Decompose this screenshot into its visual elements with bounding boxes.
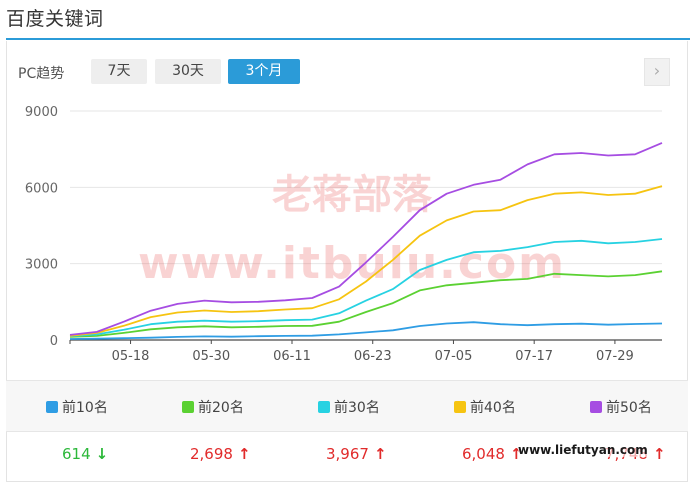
x-tick-label: 05-30 <box>192 349 230 364</box>
legend-swatch <box>182 401 194 413</box>
tab-30-days[interactable]: 30天 <box>155 59 221 84</box>
tab-7-days[interactable]: 7天 <box>91 59 147 84</box>
value-number: 614 <box>62 445 91 463</box>
legend-item-top20[interactable]: 前20名 <box>182 397 244 417</box>
pc-trend-label: PC趋势 <box>18 66 65 82</box>
legend-item-top40[interactable]: 前40名 <box>454 397 516 417</box>
y-tick-label: 3000 <box>25 258 58 273</box>
y-tick-label: 6000 <box>25 181 58 196</box>
toolbar: PC趋势 7天 30天 3个月 › <box>18 58 670 86</box>
watermark: 老蒋部落 www.itbulu.com <box>138 172 566 289</box>
legend-swatch <box>454 401 466 413</box>
tab-3-months[interactable]: 3个月 <box>228 59 300 84</box>
page-title: 百度关键词 <box>6 8 104 30</box>
value-top40: 6,048 ↑ <box>462 445 523 463</box>
series-lines <box>69 142 663 340</box>
x-tick-label: 06-11 <box>273 349 311 364</box>
x-tick-label: 07-17 <box>515 349 553 364</box>
arrow-up-icon: ↑ <box>652 445 666 463</box>
arrow-up-icon: ↑ <box>237 445 251 463</box>
x-tick-label: 05-18 <box>112 349 150 364</box>
legend-item-top10[interactable]: 前10名 <box>46 397 108 417</box>
value-top30: 3,967 ↑ <box>326 445 387 463</box>
legend-item-top30[interactable]: 前30名 <box>318 397 380 417</box>
legend-swatch <box>590 401 602 413</box>
legend-item-top50[interactable]: 前50名 <box>590 397 652 417</box>
legend-label: 前40名 <box>470 400 516 416</box>
value-number: 6,048 <box>462 445 505 463</box>
legend-label: 前50名 <box>606 400 652 416</box>
legend-swatch <box>318 401 330 413</box>
watermark-line2: www.itbulu.com <box>138 238 566 289</box>
series-line-4 <box>69 185 663 337</box>
legend: 前10名 前20名 前30名 前40名 前50名 <box>6 380 688 432</box>
value-top20: 2,698 ↑ <box>190 445 251 463</box>
next-button[interactable]: › <box>644 58 670 86</box>
value-top10: 614 ↓ <box>62 445 108 463</box>
arrow-up-icon: ↑ <box>373 445 387 463</box>
y-tick-label: 9000 <box>25 105 58 120</box>
value-number: 3,967 <box>326 445 369 463</box>
x-axis: 05-18 05-30 06-11 06-23 07-05 07-17 07-29 <box>69 339 662 364</box>
series-line-1 <box>69 321 663 340</box>
chart-panel <box>6 41 688 482</box>
legend-label: 前20名 <box>198 400 244 416</box>
x-tick-label: 07-29 <box>596 349 634 364</box>
y-axis: 0 3000 6000 9000 <box>25 105 58 349</box>
watermark-line1: 老蒋部落 <box>272 172 433 218</box>
legend-label: 前10名 <box>62 400 108 416</box>
series-line-5 <box>69 142 663 336</box>
value-number: 2,698 <box>190 445 233 463</box>
series-line-3 <box>69 238 663 338</box>
x-tick-label: 06-23 <box>354 349 392 364</box>
title-underline <box>6 38 690 40</box>
y-tick-label: 0 <box>50 334 58 349</box>
chevron-right-icon: › <box>653 61 661 80</box>
legend-swatch <box>46 401 58 413</box>
x-tick-label: 07-05 <box>435 349 473 364</box>
footer-watermark: www.liefutyan.com <box>518 443 648 457</box>
arrow-down-icon: ↓ <box>95 445 109 463</box>
chart-grid <box>70 110 662 265</box>
series-line-2 <box>69 270 663 338</box>
legend-label: 前30名 <box>334 400 380 416</box>
